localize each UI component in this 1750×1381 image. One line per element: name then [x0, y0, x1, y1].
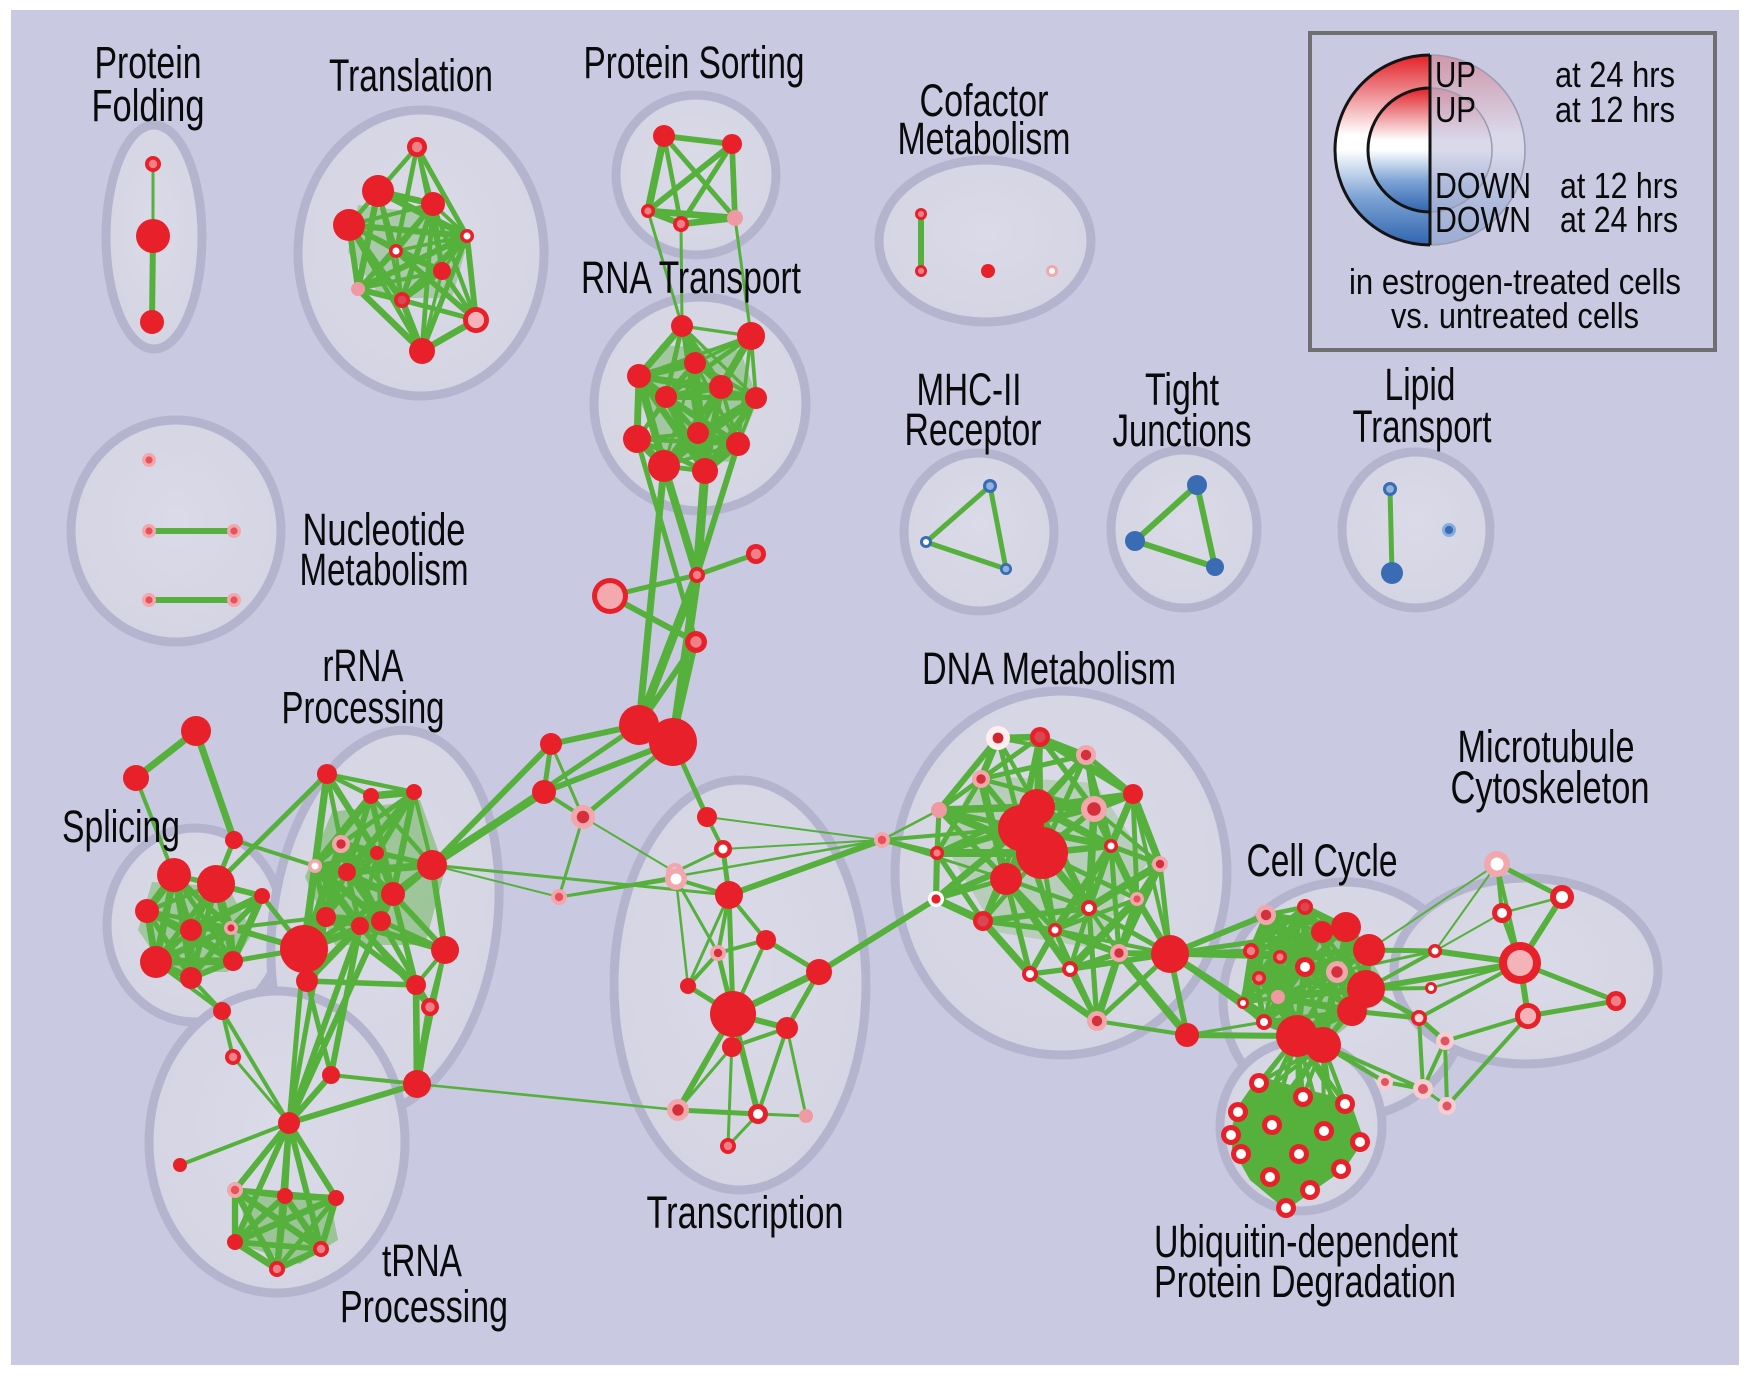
- svg-text:Metabolism: Metabolism: [898, 113, 1071, 164]
- svg-text:Receptor: Receptor: [905, 404, 1042, 455]
- svg-text:Protein Degradation: Protein Degradation: [1154, 1256, 1456, 1307]
- svg-text:Processing: Processing: [282, 682, 445, 733]
- svg-text:Lipid: Lipid: [1385, 359, 1456, 410]
- svg-text:MHC-II: MHC-II: [917, 364, 1022, 415]
- svg-text:Protein: Protein: [95, 37, 202, 88]
- svg-text:Transport: Transport: [1353, 401, 1492, 452]
- svg-text:in estrogen-treated cells: in estrogen-treated cells: [1349, 261, 1681, 302]
- svg-text:rRNA: rRNA: [323, 640, 404, 691]
- svg-text:Junctions: Junctions: [1113, 405, 1252, 456]
- svg-text:Cytoskeleton: Cytoskeleton: [1451, 762, 1650, 813]
- svg-text:at 24 hrs: at 24 hrs: [1555, 54, 1675, 95]
- svg-text:Transcription: Transcription: [647, 1187, 844, 1238]
- svg-text:Ubiquitin-dependent: Ubiquitin-dependent: [1154, 1216, 1458, 1267]
- svg-text:at 24 hrs: at 24 hrs: [1560, 199, 1678, 240]
- svg-text:Microtubule: Microtubule: [1458, 721, 1635, 772]
- svg-text:DOWN: DOWN: [1435, 165, 1531, 206]
- svg-text:Folding: Folding: [92, 80, 205, 131]
- svg-text:UP: UP: [1435, 54, 1476, 95]
- svg-text:Splicing: Splicing: [62, 801, 180, 852]
- svg-text:DOWN: DOWN: [1435, 199, 1531, 240]
- svg-text:DNA Metabolism: DNA Metabolism: [922, 643, 1176, 694]
- svg-text:Protein Sorting: Protein Sorting: [584, 37, 805, 88]
- svg-text:Cofactor: Cofactor: [920, 75, 1049, 126]
- svg-text:Translation: Translation: [329, 50, 493, 101]
- svg-text:vs. untreated cells: vs. untreated cells: [1391, 295, 1639, 336]
- svg-text:Tight: Tight: [1145, 364, 1219, 415]
- svg-text:Metabolism: Metabolism: [300, 544, 469, 595]
- svg-text:tRNA: tRNA: [382, 1235, 462, 1286]
- svg-text:Nucleotide: Nucleotide: [303, 504, 466, 555]
- svg-text:UP: UP: [1435, 89, 1476, 130]
- svg-text:Cell Cycle: Cell Cycle: [1247, 835, 1398, 886]
- svg-text:at 12 hrs: at 12 hrs: [1555, 89, 1675, 130]
- svg-text:Processing: Processing: [340, 1281, 508, 1332]
- svg-text:RNA Transport: RNA Transport: [581, 252, 801, 303]
- svg-text:at 12 hrs: at 12 hrs: [1560, 165, 1678, 206]
